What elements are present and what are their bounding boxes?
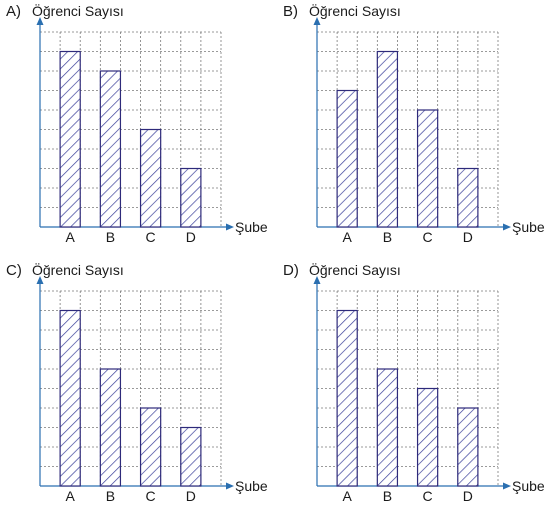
y-axis-title: Öğrenci Sayısı — [32, 2, 124, 19]
bar-A — [336, 89, 358, 228]
x-tick-label: A — [65, 229, 75, 245]
option-label: B) — [283, 3, 298, 20]
bar-D — [457, 407, 479, 487]
x-tick-label: C — [423, 488, 433, 504]
x-axis-arrow-icon — [226, 482, 234, 490]
x-tick-label: B — [383, 488, 392, 504]
x-axis-title: Şube — [512, 478, 545, 494]
bar-C — [139, 128, 162, 228]
x-tick-label: B — [106, 229, 115, 245]
bar-B — [376, 50, 399, 228]
x-axis-arrow-icon — [226, 223, 234, 231]
x-tick-label: A — [65, 488, 75, 504]
x-tick-label: C — [146, 488, 156, 504]
y-axis-arrow-icon — [313, 17, 321, 25]
bar-B — [99, 368, 122, 487]
chart-panel-3: A B C D C) Öğrenci Sayısı Şube — [6, 261, 268, 504]
bar-D — [180, 426, 202, 487]
x-tick-label: A — [342, 488, 352, 504]
x-tick-label: B — [106, 488, 115, 504]
x-tick-label: D — [186, 229, 196, 245]
x-axis-title: Şube — [235, 219, 268, 235]
bar-C — [416, 109, 439, 228]
bar-B — [99, 70, 122, 228]
bar-A — [336, 309, 358, 487]
x-tick-label: C — [146, 229, 156, 245]
option-label: D) — [283, 262, 299, 279]
bar-D — [180, 167, 202, 228]
bar-D — [457, 167, 479, 228]
x-tick-label: B — [383, 229, 392, 245]
x-tick-label: C — [423, 229, 433, 245]
option-label: C) — [6, 262, 22, 279]
x-tick-label: D — [186, 488, 196, 504]
bar-C — [416, 387, 439, 487]
x-axis-title: Şube — [235, 478, 268, 494]
x-axis-arrow-icon — [503, 223, 511, 231]
y-axis-title: Öğrenci Sayısı — [309, 261, 401, 278]
y-axis-arrow-icon — [36, 17, 44, 25]
chart-panel-2: A B C D B) Öğrenci Sayısı Şube — [283, 2, 545, 245]
y-axis-arrow-icon — [313, 276, 321, 284]
x-tick-label: D — [463, 229, 473, 245]
y-axis-title: Öğrenci Sayısı — [309, 2, 401, 19]
x-axis-arrow-icon — [503, 482, 511, 490]
x-axis-title: Şube — [512, 219, 545, 235]
y-axis-title: Öğrenci Sayısı — [32, 261, 124, 278]
bar-C — [139, 407, 162, 487]
bar-A — [59, 309, 81, 487]
chart-panel-4: A B C D D) Öğrenci Sayısı Şube — [283, 261, 545, 504]
bar-A — [59, 50, 81, 228]
x-tick-label: A — [342, 229, 352, 245]
y-axis-arrow-icon — [36, 276, 44, 284]
chart-panel-1: A B C D A) Öğrenci Sayısı Şube — [6, 2, 268, 245]
bar-B — [376, 368, 399, 487]
option-label: A) — [6, 3, 21, 20]
x-tick-label: D — [463, 488, 473, 504]
